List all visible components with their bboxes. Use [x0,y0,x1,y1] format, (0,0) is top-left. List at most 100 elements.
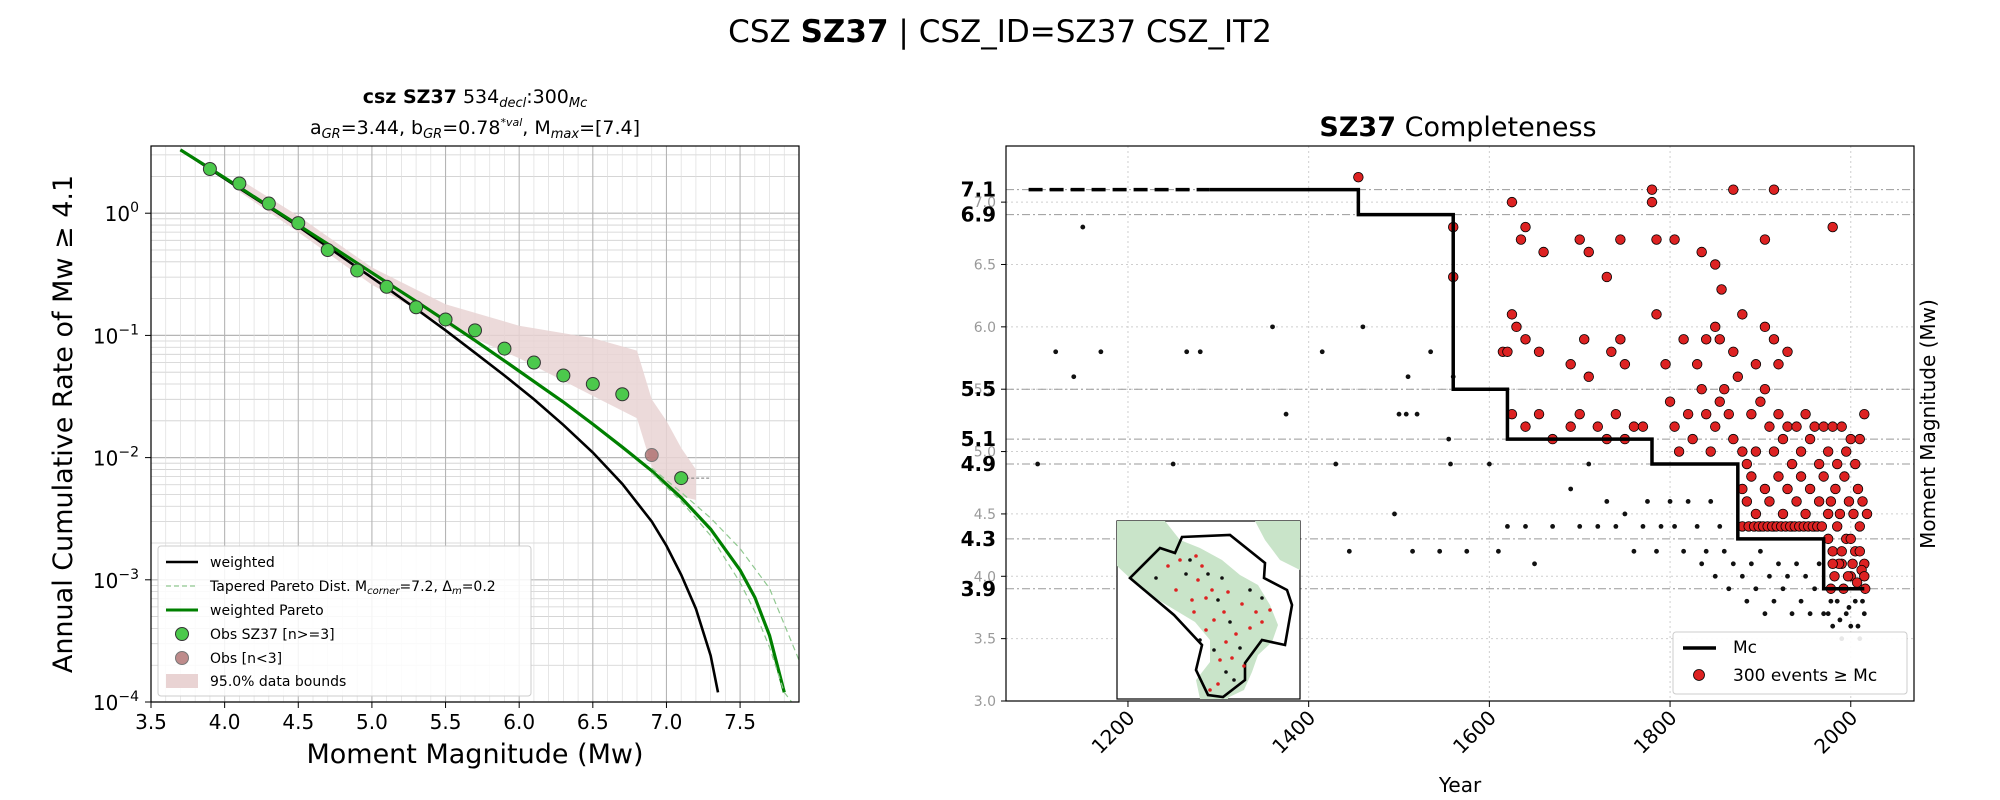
mc-black-event [1640,523,1646,529]
mc-black-event [1613,523,1619,529]
inset-map-event [1178,558,1182,562]
mc-red-event [1764,496,1775,507]
mc-legend-events-swatch [1693,669,1705,681]
inset-map-event [1154,576,1158,580]
gr-line-weighted-pareto [179,148,786,693]
mc-black-event [1604,499,1610,504]
gr-legend: weighted Tapered Pareto Dist. Mcorner=7.… [157,545,532,697]
mc-red-event [1852,483,1864,495]
mc-red-event [1773,359,1784,370]
mc-red-event [1565,421,1576,432]
mc-black-event [1071,374,1077,380]
mc-black-event [1762,611,1768,617]
gr-title-line1: csz SZ37 534decl:300Mc [363,86,588,111]
mc-black-event [1828,598,1834,604]
mc-red-event [1710,321,1721,333]
mc-red-event [1646,184,1658,195]
gr-obs-point [526,355,541,370]
mc-y-ticks: 3.03.54.04.55.05.56.06.57.07.16.95.55.14… [961,178,1006,710]
inset-map [1116,520,1301,700]
mc-red-event [1583,371,1594,382]
mc-red-event [1804,483,1816,495]
mc-red-event [1827,421,1838,432]
mc-x-tick-label: 1800 [1629,706,1682,759]
gr-points [202,162,689,486]
mc-black-event [1846,605,1852,610]
mc-black-event [1622,511,1628,517]
mc-black-event [1645,499,1650,504]
inset-map-event [1188,558,1192,562]
inset-map-event [1234,632,1238,636]
mc-red-event [1750,359,1762,370]
mc-black-event [1360,324,1366,330]
mc-x-tick-label: 1400 [1267,706,1320,759]
mc-black-event [1708,499,1714,504]
mc-red-event [1750,508,1762,520]
mc-step-solid [1209,187,1865,591]
gr-legend-bounds-swatch [166,674,198,688]
inset-map-event [1196,578,1200,582]
inset-map-event [1212,648,1216,652]
mc-red-event [1728,346,1739,357]
gr-x-tick-label: 4.5 [282,710,314,734]
mc-red-event [1660,359,1671,370]
mc-level-label: 5.5 [961,377,996,401]
mc-black-event [1685,499,1691,504]
mc-red-event [1746,471,1757,482]
mc-red-event [1832,521,1843,532]
gr-x-tick-label: 5.5 [430,710,462,734]
mc-level-label: 6.9 [961,203,996,227]
mc-red-event [1857,496,1868,507]
mc-black-event [1825,611,1831,617]
mc-black-event [1396,411,1402,417]
mc-black-event [1730,561,1736,567]
inset-map-event [1260,620,1264,624]
mc-red-event [1637,421,1649,432]
gr-y-tick-label: 10−3 [93,567,139,593]
mc-red-event [1700,334,1712,345]
mc-black-event [1532,561,1537,567]
inset-map-event [1254,610,1258,614]
mc-red-event [1669,421,1680,432]
mc-red-event [1773,408,1784,420]
inset-map-event [1212,618,1216,622]
mc-red-event [1646,196,1658,208]
mc-red-event [1511,321,1522,333]
gr-obs-point [261,196,276,211]
gr-x-tick-label: 3.5 [135,710,167,734]
gr-obs-point [379,279,394,294]
mc-black-event [1405,374,1411,380]
mc-black-event [1550,523,1556,529]
mc-black-event [1568,486,1574,492]
gr-y-tick-label: 10−4 [93,689,139,715]
mc-black-event [1270,324,1275,330]
mc-red-event [1502,346,1513,357]
mc-black-event [1753,586,1759,592]
mc-red-event [1759,384,1771,395]
mc-black-event [1170,461,1176,467]
mc-red-event [1669,234,1680,245]
gr-lines [179,148,800,703]
mc-black-event [1861,611,1867,617]
mc-red-event [1782,421,1793,432]
mc-black-event [1577,523,1583,529]
mc-red-event [1861,508,1873,520]
mc-y-tick-label: 6.5 [974,257,996,273]
gr-obs-point [291,216,306,231]
mc-black-event [1681,548,1687,554]
gr-obs-point [674,471,689,486]
mc-y-tick-label: 5.0 [974,445,996,461]
mc-red-event [1768,334,1780,345]
mc-red-event [1583,246,1594,258]
gr-obs-point [438,312,453,327]
mc-red-event [1859,571,1870,582]
mc-black-event [1721,548,1727,554]
mc-red-event [1723,408,1734,420]
inset-map-event [1242,664,1246,668]
mc-red-event [1353,171,1364,183]
inset-map-event [1220,576,1224,580]
inset-map-event [1238,646,1242,650]
mc-black-event [1672,523,1677,529]
mc-red-event [1800,408,1811,420]
mc-black-event [1319,349,1325,355]
